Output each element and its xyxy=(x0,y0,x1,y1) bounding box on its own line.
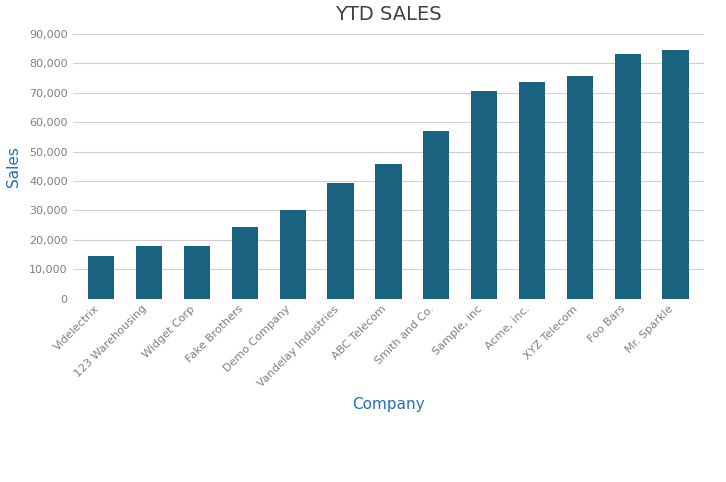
Bar xyxy=(280,210,306,299)
Bar xyxy=(567,77,593,299)
Bar xyxy=(471,91,497,299)
Bar xyxy=(662,50,689,299)
Bar xyxy=(136,246,163,299)
Bar xyxy=(423,131,449,299)
X-axis label: Company: Company xyxy=(352,397,425,412)
Bar xyxy=(375,164,401,299)
Bar xyxy=(327,183,354,299)
Title: YTD SALES: YTD SALES xyxy=(335,5,441,24)
Bar xyxy=(614,54,641,299)
Bar xyxy=(88,256,115,299)
Bar xyxy=(519,82,545,299)
Bar xyxy=(232,227,258,299)
Bar xyxy=(184,246,210,299)
Y-axis label: Sales: Sales xyxy=(6,146,21,187)
